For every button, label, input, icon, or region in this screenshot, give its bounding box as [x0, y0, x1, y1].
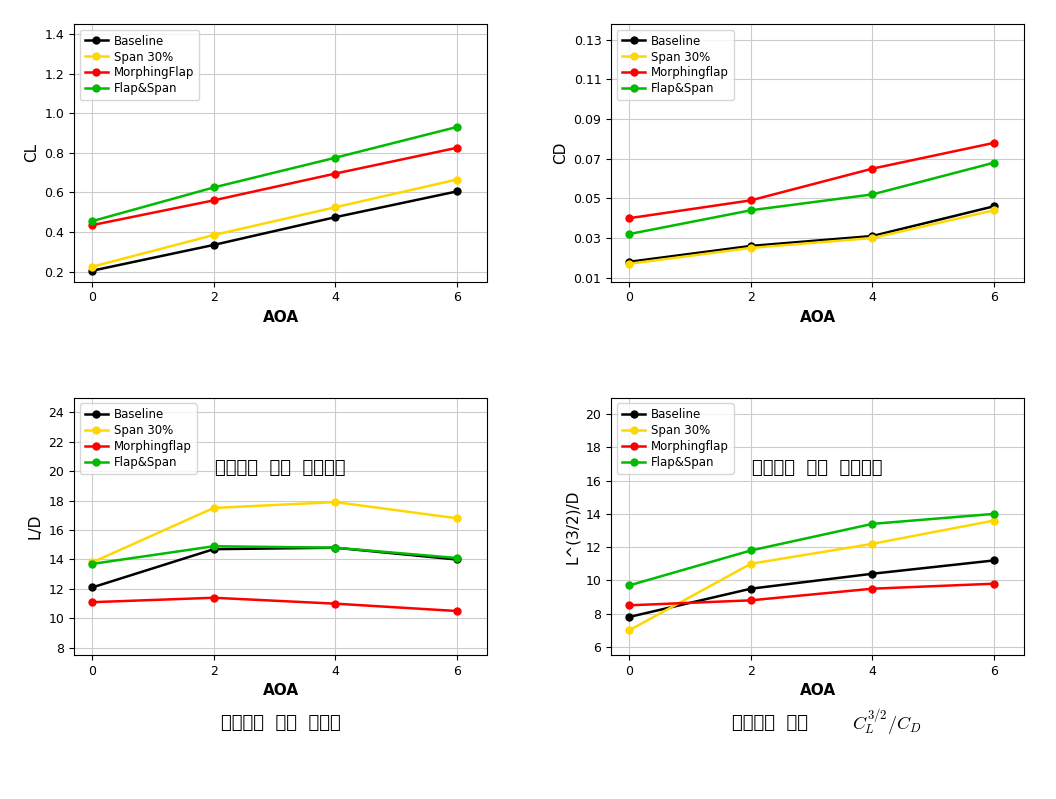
Y-axis label: L^(3/2)/D: L^(3/2)/D — [565, 489, 580, 563]
Line: Baseline: Baseline — [89, 188, 460, 274]
Legend: Baseline, Span 30%, MorphingFlap, Flap&Span: Baseline, Span 30%, MorphingFlap, Flap&S… — [80, 30, 200, 100]
Span 30% — [987, 515, 1000, 525]
Span 30% — [744, 559, 757, 569]
Span 30% — [451, 514, 464, 523]
Flap&Span — [86, 217, 98, 226]
Line: Morphingflap: Morphingflap — [626, 139, 998, 221]
Flap&Span — [866, 519, 879, 529]
Y-axis label: L/D: L/D — [27, 514, 42, 539]
Morphingflap — [744, 196, 757, 205]
Line: Span 30%: Span 30% — [89, 176, 460, 270]
X-axis label: AOA: AOA — [263, 310, 299, 325]
Span 30% — [623, 259, 636, 268]
Flap&Span — [744, 205, 757, 215]
Baseline — [623, 612, 636, 622]
Span 30% — [328, 202, 341, 212]
Flap&Span — [866, 189, 879, 199]
MorphingFlap — [451, 143, 464, 153]
Text: 받음각에  따른  항력계수: 받음각에 따른 항력계수 — [753, 459, 883, 477]
Morphingflap — [451, 606, 464, 616]
Morphingflap — [744, 595, 757, 605]
Span 30% — [623, 626, 636, 635]
Span 30% — [987, 205, 1000, 215]
Flap&Span — [86, 559, 98, 569]
Line: MorphingFlap: MorphingFlap — [89, 145, 460, 229]
Baseline — [328, 213, 341, 222]
Line: Flap&Span: Flap&Span — [626, 511, 998, 589]
Span 30% — [207, 503, 220, 513]
Legend: Baseline, Span 30%, Morphingflap, Flap&Span: Baseline, Span 30%, Morphingflap, Flap&S… — [80, 403, 196, 474]
Span 30% — [866, 539, 879, 549]
MorphingFlap — [207, 196, 220, 205]
Line: Baseline: Baseline — [89, 544, 460, 591]
Line: Flap&Span: Flap&Span — [626, 159, 998, 237]
Baseline — [207, 544, 220, 554]
Baseline — [987, 201, 1000, 211]
Morphingflap — [623, 601, 636, 610]
Flap&Span — [623, 581, 636, 590]
Span 30% — [86, 262, 98, 272]
Morphingflap — [987, 579, 1000, 589]
Baseline — [451, 555, 464, 564]
Text: 받음각에  따른  양력계수: 받음각에 따른 양력계수 — [215, 459, 345, 477]
Flap&Span — [987, 509, 1000, 519]
Line: Span 30%: Span 30% — [626, 207, 998, 267]
Morphingflap — [866, 584, 879, 594]
Text: 받음각에  따른: 받음각에 따른 — [732, 714, 819, 732]
Y-axis label: CD: CD — [553, 141, 568, 164]
MorphingFlap — [86, 221, 98, 230]
Morphingflap — [207, 593, 220, 602]
Flap&Span — [744, 546, 757, 555]
Morphingflap — [866, 164, 879, 173]
Line: Span 30%: Span 30% — [626, 517, 998, 634]
Span 30% — [744, 243, 757, 252]
Y-axis label: CL: CL — [23, 143, 39, 162]
X-axis label: AOA: AOA — [263, 683, 299, 698]
Baseline — [451, 187, 464, 197]
Line: Morphingflap: Morphingflap — [626, 580, 998, 609]
Line: Morphingflap: Morphingflap — [89, 594, 460, 614]
Flap&Span — [328, 153, 341, 162]
MorphingFlap — [328, 169, 341, 178]
Line: Baseline: Baseline — [626, 203, 998, 265]
Flap&Span — [451, 122, 464, 132]
Morphingflap — [623, 213, 636, 223]
Baseline — [207, 240, 220, 250]
Legend: Baseline, Span 30%, Morphingflap, Flap&Span: Baseline, Span 30%, Morphingflap, Flap&S… — [617, 30, 734, 100]
Baseline — [866, 569, 879, 578]
Morphingflap — [987, 138, 1000, 148]
Morphingflap — [86, 598, 98, 607]
Baseline — [86, 582, 98, 592]
Flap&Span — [207, 542, 220, 551]
Flap&Span — [987, 158, 1000, 168]
Span 30% — [328, 497, 341, 507]
Baseline — [866, 231, 879, 240]
Line: Flap&Span: Flap&Span — [89, 124, 460, 225]
Span 30% — [86, 558, 98, 567]
Line: Baseline: Baseline — [626, 557, 998, 620]
X-axis label: AOA: AOA — [799, 310, 835, 325]
Text: 받음각에  따른  양항비: 받음각에 따른 양항비 — [221, 714, 340, 732]
Line: Flap&Span: Flap&Span — [89, 543, 460, 567]
Flap&Span — [451, 553, 464, 562]
Baseline — [987, 555, 1000, 565]
Flap&Span — [207, 183, 220, 193]
Morphingflap — [328, 599, 341, 609]
Baseline — [744, 584, 757, 594]
Text: $C_L^{3/2}/C_D$: $C_L^{3/2}/C_D$ — [852, 708, 921, 738]
Baseline — [744, 241, 757, 251]
Line: Span 30%: Span 30% — [89, 499, 460, 566]
Baseline — [623, 257, 636, 267]
Flap&Span — [328, 543, 341, 552]
Span 30% — [207, 230, 220, 240]
Legend: Baseline, Span 30%, Morphingflap, Flap&Span: Baseline, Span 30%, Morphingflap, Flap&S… — [617, 403, 734, 474]
Span 30% — [451, 175, 464, 185]
X-axis label: AOA: AOA — [799, 683, 835, 698]
Span 30% — [866, 233, 879, 243]
Baseline — [86, 266, 98, 276]
Baseline — [328, 543, 341, 552]
Flap&Span — [623, 229, 636, 239]
